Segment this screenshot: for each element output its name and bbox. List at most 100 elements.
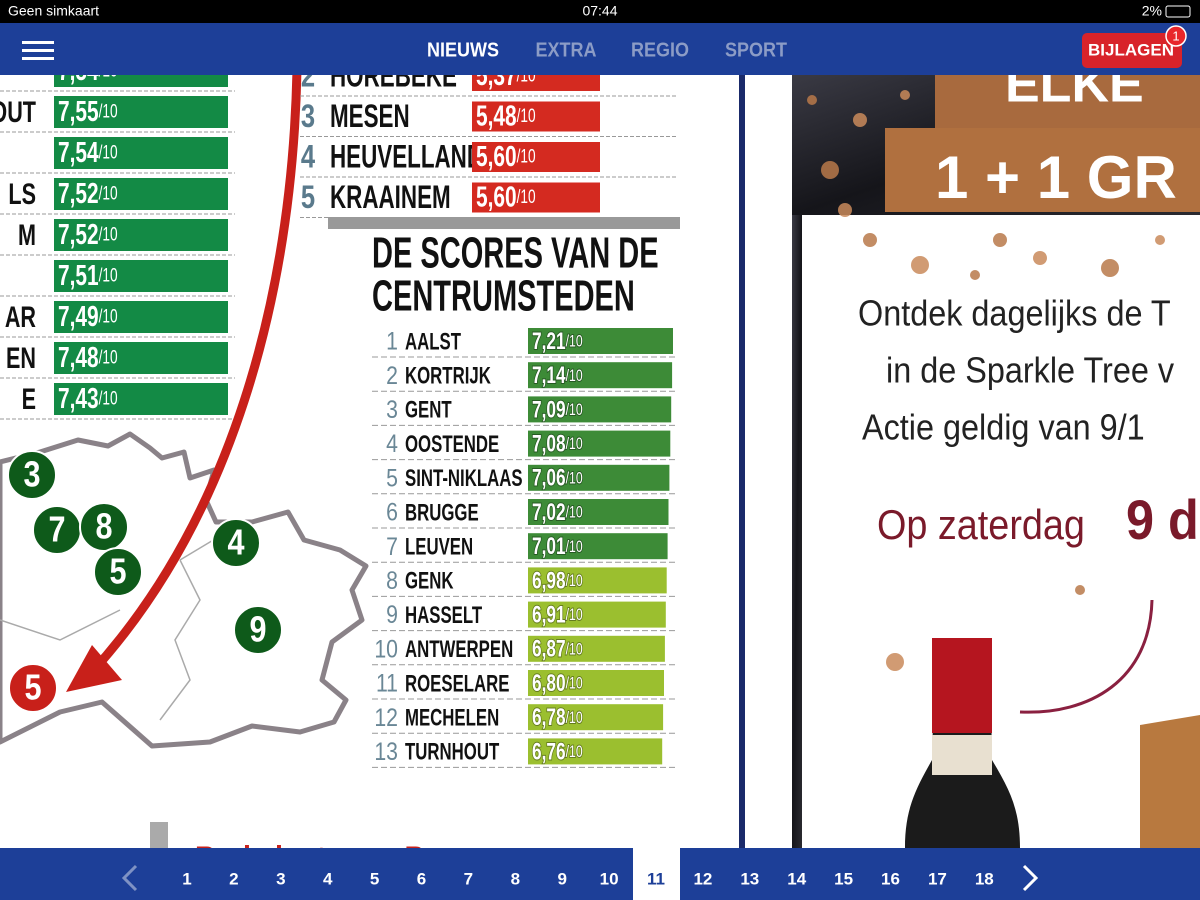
rank: 12 [374, 703, 398, 731]
menu-icon-line [22, 49, 54, 52]
nav-tab[interactable]: SPORT [725, 39, 787, 61]
municipality-name: AR [5, 299, 36, 333]
score-value: 7,02 [532, 499, 566, 525]
page-number[interactable]: 5 [370, 869, 379, 888]
city-name: HASSELT [405, 602, 482, 629]
section-bar [328, 217, 680, 229]
page-number[interactable]: 16 [881, 869, 900, 888]
rank: 13 [374, 737, 398, 765]
score-value: 6,98 [532, 567, 566, 593]
score-value: 7,09 [532, 396, 566, 422]
score-value: 6,91 [532, 601, 566, 627]
score-denominator: /10 [566, 743, 583, 761]
score-bar [528, 704, 664, 731]
score-denominator: /10 [517, 105, 536, 127]
municipality-name: E [22, 381, 36, 415]
map-marker [233, 605, 283, 655]
page-number[interactable]: 2 [229, 869, 238, 888]
ad-text: in de Sparkle Tree v [886, 351, 1174, 391]
city-name: TURNHOUT [405, 739, 499, 766]
score-denominator: /10 [99, 306, 118, 328]
score-denominator: /10 [566, 538, 583, 556]
menu-icon-line [22, 57, 54, 60]
page-number[interactable]: 6 [417, 869, 426, 888]
score-bar [528, 362, 673, 389]
score-denominator: /10 [566, 333, 583, 351]
municipality-name: LS [8, 176, 36, 210]
municipality-name: EN [6, 340, 36, 374]
status-bar [0, 0, 1200, 23]
arrow-head [66, 645, 122, 692]
score-value: 6,80 [532, 670, 566, 696]
score-value: 7,48 [58, 341, 99, 373]
map-marker-label: 3 [23, 455, 40, 495]
score-label: 7,06/10 [532, 464, 583, 490]
rank: 3 [301, 99, 315, 134]
page-number[interactable]: 3 [276, 869, 285, 888]
page-number[interactable]: 1 [182, 869, 191, 888]
city-name: GENT [405, 397, 452, 424]
score-box [54, 137, 228, 169]
score-bar [528, 499, 669, 525]
score-label: 7,52/10 [58, 218, 118, 250]
rank: 6 [386, 498, 398, 526]
pager [0, 848, 1200, 900]
supplements-label[interactable]: BIJLAGEN [1088, 40, 1174, 59]
ad-shape [1140, 715, 1200, 848]
score-label: 7,54/10 [58, 136, 118, 168]
page-number[interactable]: 7 [464, 869, 473, 888]
map-marker [7, 450, 57, 500]
score-denominator: /10 [99, 265, 118, 287]
page-number[interactable]: 9 [557, 869, 566, 888]
page-number[interactable]: 17 [928, 869, 947, 888]
score-value: 7,55 [58, 95, 99, 127]
score-denominator: /10 [566, 675, 583, 693]
badge-count: 1 [1172, 28, 1179, 43]
nav-tab[interactable]: REGIO [631, 39, 689, 61]
page-number[interactable]: 13 [740, 869, 759, 888]
page-number[interactable]: 10 [600, 869, 619, 888]
rank: 1 [386, 327, 398, 355]
score-denominator: /10 [566, 709, 583, 727]
score-label: 5,60/10 [476, 181, 536, 213]
score-bar [528, 328, 673, 354]
confetti [863, 233, 877, 247]
score-bar [528, 396, 672, 423]
page-number[interactable]: 11 [647, 869, 665, 888]
map-marker-label: 5 [24, 668, 41, 708]
score-label: 7,55/10 [58, 95, 118, 127]
score-box [54, 96, 228, 128]
page-number[interactable]: 8 [511, 869, 520, 888]
score-label: 6,91/10 [532, 601, 583, 627]
page-number[interactable]: 15 [834, 869, 853, 888]
confetti [821, 161, 839, 179]
rank: 5 [386, 464, 398, 492]
supplements-button [1082, 33, 1182, 68]
score-value: 7,06 [532, 464, 566, 490]
page-number[interactable]: 4 [323, 869, 333, 888]
page-number[interactable]: 12 [693, 869, 712, 888]
score-label: 6,78/10 [532, 704, 583, 730]
pager-next[interactable] [1022, 864, 1039, 892]
page-number[interactable]: 14 [787, 869, 806, 888]
ad-date: 9 d [1126, 489, 1199, 551]
battery-icon [1165, 5, 1191, 18]
score-label: 6,80/10 [532, 670, 583, 696]
nav-tab[interactable]: EXTRA [536, 39, 597, 61]
section-title: CENTRUMSTEDEN [372, 270, 635, 320]
score-bar [528, 430, 671, 457]
city-name: SINT-NIKLAAS [405, 465, 523, 492]
nav-tab[interactable]: NIEUWS [427, 39, 499, 61]
page-number[interactable]: 18 [975, 869, 994, 888]
confetti [807, 95, 817, 105]
map-marker [211, 518, 261, 568]
map-marker-label: 4 [227, 523, 244, 563]
pager-prev[interactable] [121, 864, 138, 892]
score-label: 7,14/10 [532, 362, 583, 388]
score-label: 6,98/10 [532, 567, 583, 593]
map-marker-label: 9 [249, 610, 266, 650]
score-label: 6,87/10 [532, 635, 583, 661]
score-denominator: /10 [566, 401, 583, 419]
score-denominator: /10 [566, 367, 583, 385]
